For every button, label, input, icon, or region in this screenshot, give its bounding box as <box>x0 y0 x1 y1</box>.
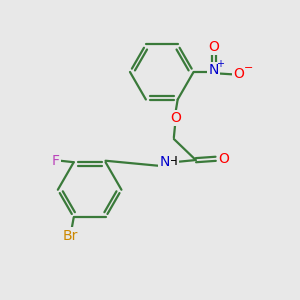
Text: O: O <box>218 152 229 166</box>
Text: O: O <box>208 40 219 54</box>
Text: Br: Br <box>63 229 79 242</box>
Text: +: + <box>216 59 224 69</box>
Text: H: H <box>168 155 178 168</box>
Text: F: F <box>52 154 59 168</box>
Text: −: − <box>243 63 253 74</box>
Text: O: O <box>170 111 181 125</box>
Text: N: N <box>208 63 219 76</box>
Text: N: N <box>160 154 170 169</box>
Text: O: O <box>233 67 244 81</box>
